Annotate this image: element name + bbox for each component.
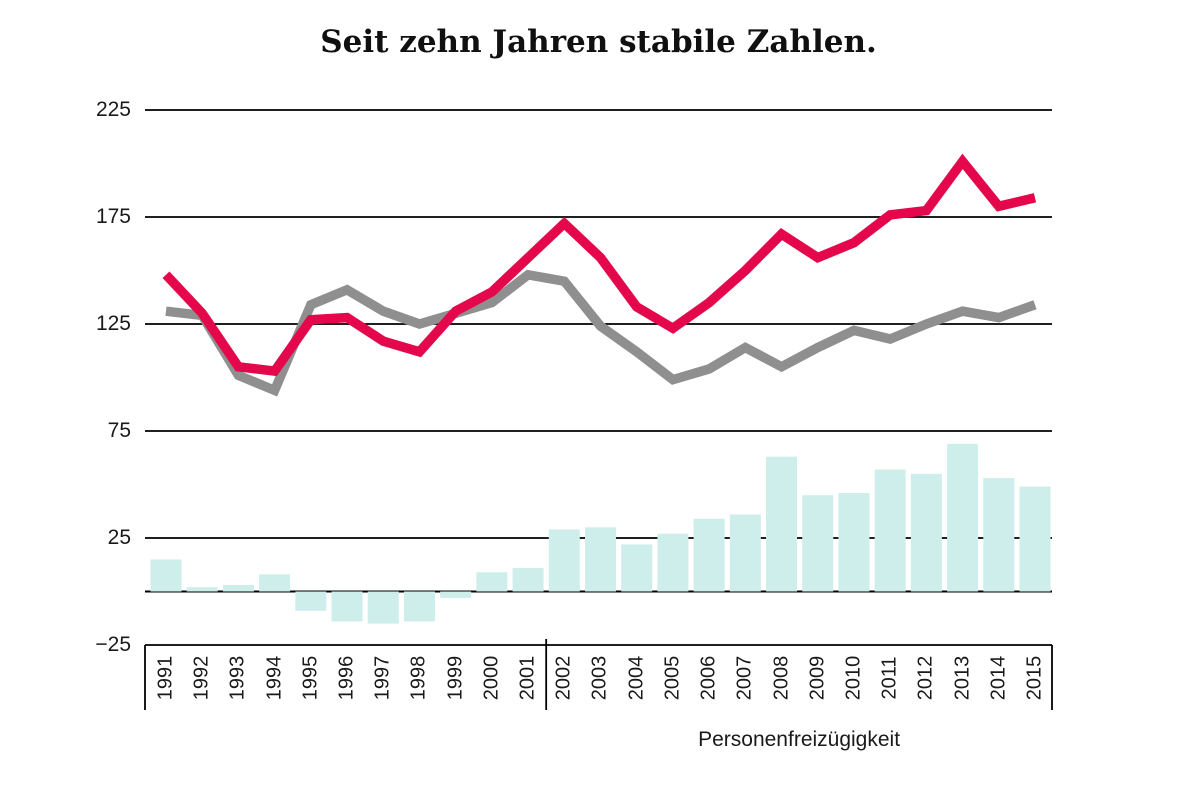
- bar-2008: [766, 456, 798, 592]
- x-tick-label-1996: 1996: [335, 655, 358, 701]
- bar-2009: [802, 495, 834, 592]
- bar-1991: [150, 559, 182, 592]
- x-tick-label-1997: 1997: [371, 655, 394, 701]
- bar-2015: [1019, 486, 1051, 592]
- x-tick-label-1999: 1999: [444, 655, 467, 701]
- x-tick-label-2007: 2007: [733, 655, 756, 701]
- bar-2006: [693, 518, 725, 592]
- bar-2001: [512, 567, 544, 592]
- bar-2010: [838, 493, 870, 592]
- bar-1992: [186, 587, 218, 592]
- bar-2011: [874, 469, 906, 592]
- chart-title: Seit zehn Jahren stabile Zahlen.: [320, 24, 877, 60]
- bar-1998: [403, 591, 435, 622]
- bar-2013: [947, 443, 979, 592]
- x-tick-label-2014: 2014: [987, 655, 1010, 701]
- y-tick-label-75: 75: [107, 419, 131, 442]
- bar-1997: [367, 591, 399, 624]
- x-tick-label-2006: 2006: [697, 655, 720, 701]
- y-tick-label-175: 175: [95, 205, 131, 228]
- y-tick-label-225: 225: [95, 98, 131, 121]
- x-tick-label-2015: 2015: [1023, 655, 1046, 701]
- x-tick-label-2004: 2004: [625, 655, 648, 701]
- x-tick-label-2009: 2009: [806, 655, 829, 701]
- x-tick-label-2010: 2010: [842, 655, 865, 701]
- bar-2000: [476, 572, 508, 592]
- bar-2012: [910, 473, 942, 592]
- x-tick-label-1993: 1993: [226, 655, 249, 701]
- x-tick-label-1998: 1998: [407, 655, 430, 701]
- bar-2014: [983, 478, 1015, 592]
- y-tick-label--25: −25: [95, 633, 131, 656]
- bar-2002: [548, 529, 580, 592]
- x-tick-label-2005: 2005: [661, 655, 684, 701]
- x-tick-label-2001: 2001: [516, 655, 539, 701]
- bar-1994: [259, 574, 291, 592]
- x-tick-label-2011: 2011: [878, 656, 901, 700]
- bar-1999: [440, 591, 472, 598]
- y-tick-label-125: 125: [95, 312, 131, 335]
- x-tick-label-2012: 2012: [914, 655, 937, 701]
- x-tick-label-1995: 1995: [299, 655, 322, 701]
- bar-2004: [621, 544, 653, 592]
- bar-2005: [657, 533, 689, 592]
- bar-2007: [729, 514, 761, 592]
- bar-1993: [222, 585, 254, 592]
- x-axis-section-label: Personenfreizügigkeit: [698, 728, 901, 751]
- x-tick-label-2008: 2008: [770, 655, 793, 701]
- bar-1995: [295, 591, 327, 611]
- x-tick-label-1992: 1992: [190, 655, 213, 701]
- bar-1996: [331, 591, 363, 622]
- x-tick-label-1994: 1994: [263, 655, 286, 701]
- x-tick-label-2002: 2002: [552, 655, 575, 701]
- x-tick-label-2013: 2013: [951, 655, 974, 701]
- bar-2003: [584, 527, 616, 592]
- gray-line: [165, 269, 1037, 397]
- x-tick-label-1991: 1991: [154, 655, 177, 701]
- x-tick-label-2000: 2000: [480, 655, 503, 701]
- x-tick-label-2003: 2003: [588, 655, 611, 701]
- red-line: [162, 153, 1037, 377]
- y-tick-label-25: 25: [107, 526, 131, 549]
